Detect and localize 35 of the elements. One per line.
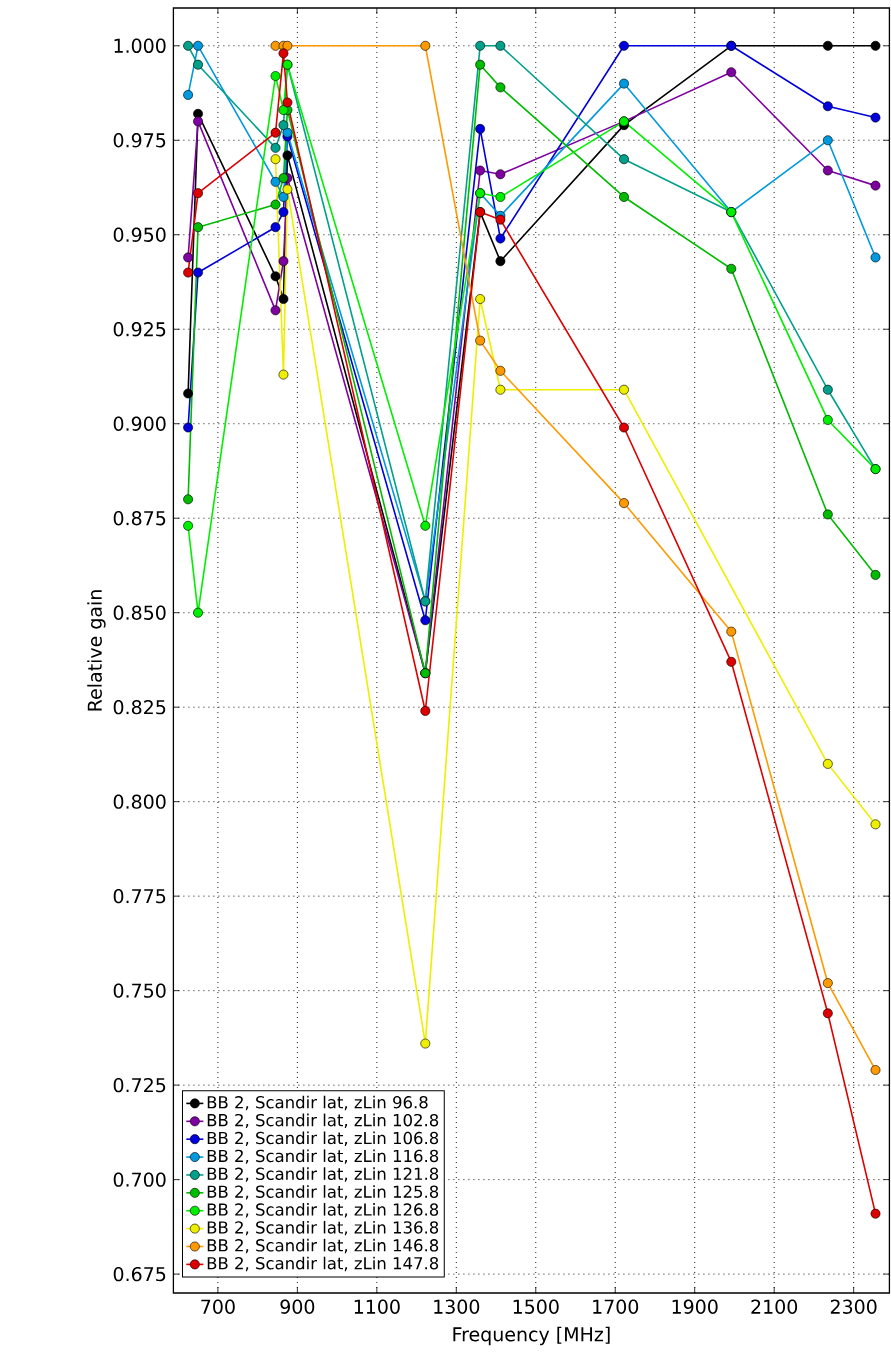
y-tick-label: 0.950: [113, 227, 166, 242]
legend-label: BB 2, Scandir lat, zLin 116.8: [207, 1149, 438, 1164]
y-tick-label: 0.875: [113, 511, 165, 526]
y-tick-label: 0.750: [113, 983, 166, 998]
legend-label: BB 2, Scandir lat, zLin 106.8: [207, 1131, 438, 1146]
x-tick-label: 2100: [751, 1299, 797, 1314]
legend-label: BB 2, Scandir lat, zLin 146.8: [207, 1238, 438, 1254]
x-tick-label: 2300: [830, 1299, 877, 1314]
y-tick-label: 0.900: [113, 416, 166, 431]
x-tick-label: 1900: [672, 1299, 718, 1314]
legend-label: BB 2, Scandir lat, zLin 136.8: [207, 1220, 438, 1236]
x-tick-label: 900: [280, 1299, 315, 1314]
y-tick-label: 1.000: [114, 38, 166, 53]
y-tick-label: 0.850: [113, 605, 166, 620]
x-tick-label: 700: [201, 1299, 235, 1314]
x-tick-label: 1500: [513, 1299, 559, 1314]
legend-label: BB 2, Scandir lat, zLin 126.8: [207, 1203, 438, 1218]
y-tick-label: 0.975: [113, 133, 165, 148]
y-tick-label: 0.825: [113, 700, 165, 715]
y-tick-label: 0.725: [113, 1077, 165, 1093]
x-tick-label: 1300: [434, 1299, 479, 1314]
y-tick-label: 0.700: [113, 1172, 166, 1187]
y-tick-label: 0.925: [113, 322, 165, 337]
x-axis-title: Frequency [MHz]: [453, 1326, 610, 1346]
legend-label: BB 2, Scandir lat, zLin 125.8: [207, 1185, 438, 1200]
x-tick-label: 1700: [592, 1299, 638, 1314]
y-tick-label: 0.675: [113, 1266, 165, 1282]
legend-label: BB 2, Scandir lat, zLin 102.8: [207, 1113, 438, 1129]
legend-label: BB 2, Scandir lat, zLin 121.8: [207, 1167, 438, 1182]
y-tick-label: 0.800: [113, 794, 166, 809]
legend-label: BB 2, Scandir lat, zLin 147.8: [207, 1256, 438, 1272]
y-tick-label: 0.775: [113, 888, 165, 904]
y-axis-title: Relative gain: [87, 590, 106, 711]
x-tick-label: 1100: [354, 1299, 400, 1314]
legend-label: BB 2, Scandir lat, zLin 96.8: [207, 1095, 428, 1111]
